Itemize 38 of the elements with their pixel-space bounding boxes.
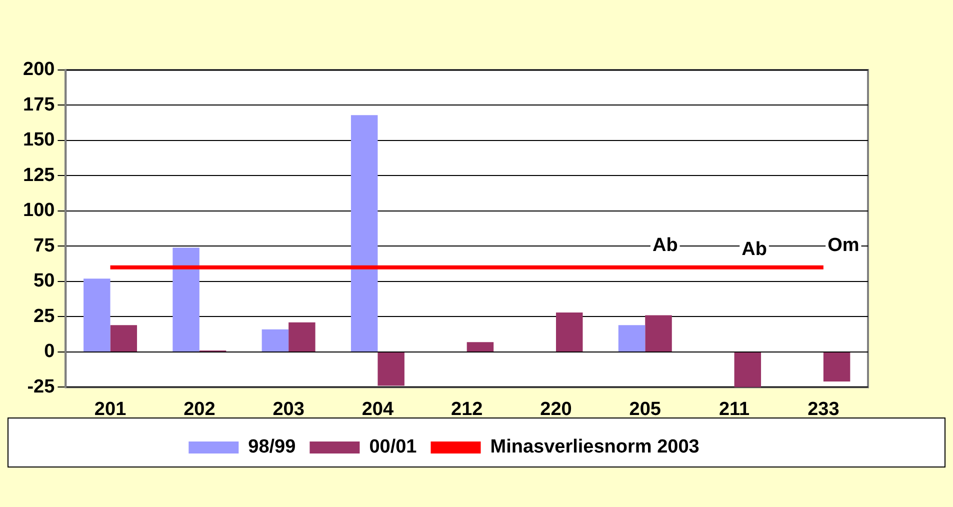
bar bbox=[734, 352, 762, 388]
y-tick-label: 100 bbox=[23, 200, 55, 222]
x-tick-label: 211 bbox=[718, 398, 750, 420]
bar bbox=[618, 325, 646, 352]
bar bbox=[466, 342, 494, 352]
y-tick-label: 175 bbox=[23, 94, 56, 116]
x-tick-label: 233 bbox=[808, 398, 840, 420]
bar bbox=[823, 352, 850, 382]
annotation: Om bbox=[828, 235, 860, 256]
y-tick-label: 75 bbox=[34, 235, 56, 256]
x-tick-label: 202 bbox=[184, 398, 216, 420]
y-tick-label: 200 bbox=[23, 59, 55, 80]
y-tick-label: 25 bbox=[34, 306, 56, 327]
x-tick-label: 205 bbox=[629, 398, 662, 420]
bar bbox=[556, 312, 583, 352]
bar bbox=[378, 352, 404, 386]
bar bbox=[110, 325, 138, 352]
legend-label: Minasverliesnorm 2003 bbox=[490, 436, 700, 458]
y-tick-label: 50 bbox=[34, 270, 55, 292]
x-tick-label: 220 bbox=[540, 398, 572, 420]
y-tick-label: 0 bbox=[44, 341, 55, 362]
bar bbox=[172, 248, 200, 352]
bar bbox=[350, 115, 378, 352]
bar bbox=[84, 278, 110, 352]
x-tick-label: 201 bbox=[94, 398, 127, 420]
x-tick-label: 204 bbox=[362, 398, 394, 420]
annotation: Ab bbox=[742, 239, 767, 260]
x-tick-label: 212 bbox=[451, 398, 483, 420]
y-tick-label: 150 bbox=[23, 130, 55, 151]
bar bbox=[262, 329, 289, 352]
y-tick-label: -25 bbox=[27, 376, 56, 398]
x-tick-label: 203 bbox=[272, 398, 304, 420]
legend-label: 98/99 bbox=[248, 436, 296, 458]
annotation: Ab bbox=[652, 235, 678, 256]
y-tick-label: 125 bbox=[23, 164, 56, 186]
bar bbox=[288, 322, 316, 352]
bar bbox=[645, 315, 672, 352]
legend-label: 00/01 bbox=[369, 436, 418, 458]
